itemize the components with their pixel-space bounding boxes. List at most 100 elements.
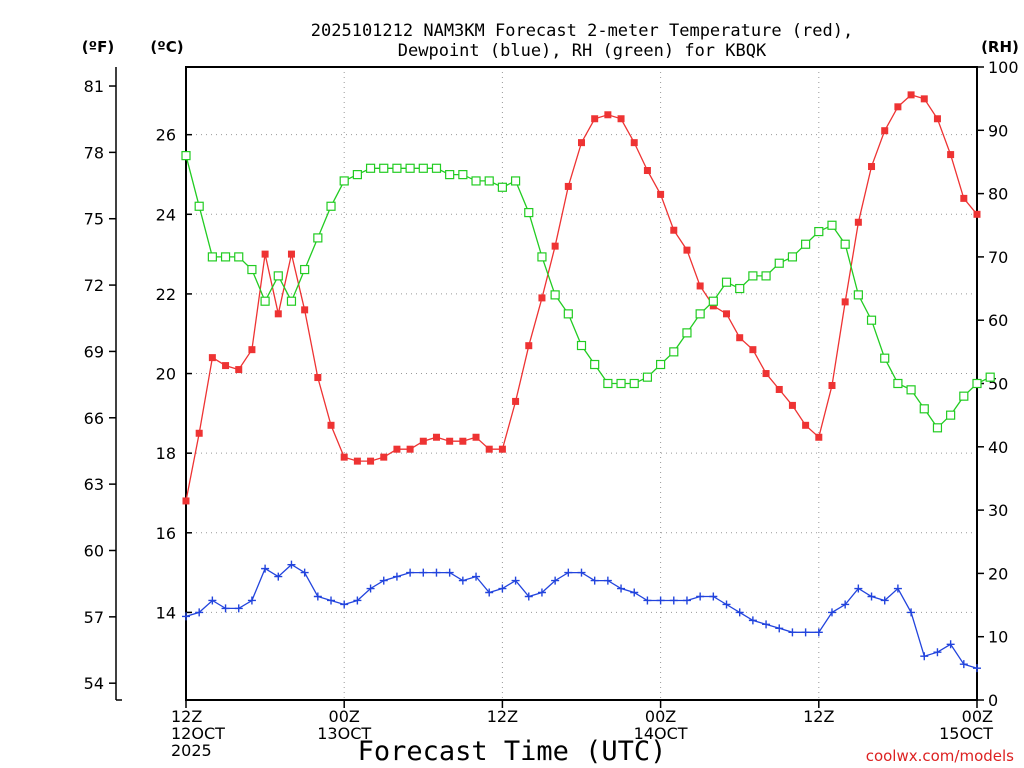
rh-point <box>563 309 573 319</box>
rh-point <box>207 252 217 262</box>
dewpoint-point <box>959 660 968 669</box>
temperature-point <box>327 421 335 429</box>
temperature-point <box>274 310 282 318</box>
dewpoint-point <box>182 612 190 621</box>
temperature-point <box>472 433 480 441</box>
temperature-point <box>657 190 665 198</box>
rh-point <box>801 239 811 249</box>
dewpoint-point <box>287 560 296 569</box>
temperature-point <box>881 127 889 135</box>
time-tick-label: 13OCT <box>317 724 371 743</box>
rh-point <box>234 252 244 262</box>
temperature-point <box>182 497 190 505</box>
rh-point <box>365 163 376 173</box>
celsius-tick-label: 18 <box>156 444 176 463</box>
temperature-point <box>696 282 704 290</box>
rh-tick-label: 0 <box>988 691 998 710</box>
temperature-point <box>446 437 454 445</box>
temperature-point <box>301 306 309 314</box>
title-line-1: 2025101212 NAM3KM Forecast 2-meter Tempe… <box>311 21 853 41</box>
celsius-tick-label: 26 <box>156 126 176 145</box>
temperature-point <box>393 445 401 453</box>
temperature-point <box>314 374 322 382</box>
dewpoint-point <box>274 572 283 581</box>
temperature-point <box>762 370 770 378</box>
time-tick-label: 15OCT <box>939 724 993 743</box>
celsius-tick-label: 20 <box>156 365 176 384</box>
temperature-point <box>419 437 427 445</box>
temperature-point <box>920 95 928 103</box>
rh-point <box>721 277 732 287</box>
temperature-point <box>775 385 783 393</box>
rh-point <box>484 176 494 186</box>
rh-point <box>379 163 389 173</box>
dewpoint-point <box>551 576 560 585</box>
rh-point <box>524 207 534 218</box>
dewpoint-point <box>933 648 942 657</box>
dewpoint-point <box>893 584 902 593</box>
dewpoint-point <box>485 588 494 597</box>
rh-point <box>827 220 837 230</box>
dewpoint-line <box>185 563 978 669</box>
rh-point <box>906 385 916 395</box>
dewpoint-point <box>735 608 744 617</box>
dewpoint-point <box>920 652 929 661</box>
time-tick-label: 00Z <box>962 707 993 726</box>
rh-point <box>458 170 468 180</box>
x-axis-title: Forecast Time (UTC) <box>358 736 667 767</box>
dewpoint-point <box>353 596 362 605</box>
temperature-point <box>591 115 599 123</box>
fahrenheit-unit-label: (ºF) <box>82 38 114 56</box>
rh-point <box>352 170 362 180</box>
temperature-point <box>868 163 876 171</box>
rh-point <box>787 252 798 262</box>
rh-tick-label: 80 <box>988 185 1008 204</box>
temperature-point <box>802 421 810 429</box>
dewpoint-point <box>261 564 270 573</box>
temperature-point <box>683 246 691 254</box>
rh-point <box>286 296 297 306</box>
fahrenheit-tick-label: 69 <box>84 342 104 361</box>
rh-point <box>405 163 415 173</box>
temperature-point <box>406 445 414 453</box>
temperature-point <box>459 437 467 445</box>
rh-point <box>972 378 982 389</box>
dewpoint-point <box>617 584 626 593</box>
temperature-point <box>933 115 941 123</box>
rh-point <box>708 296 718 306</box>
dewpoint-point <box>946 640 955 649</box>
dewpoint-point <box>537 588 546 597</box>
fahrenheit-tick-label: 60 <box>84 541 104 560</box>
temperature-point <box>854 218 862 226</box>
dewpoint-point <box>722 600 731 609</box>
temperature-point <box>353 457 361 465</box>
temperature-point <box>907 91 915 99</box>
dewpoint-point <box>762 620 771 629</box>
temperature-point <box>643 167 651 175</box>
temperature-point <box>287 250 295 258</box>
dewpoint-point <box>458 576 467 585</box>
rh-point <box>866 315 877 325</box>
dewpoint-point <box>880 596 889 605</box>
dewpoint-point <box>669 596 678 605</box>
dewpoint-point <box>590 576 599 585</box>
dewpoint-point <box>379 576 388 585</box>
rh-point <box>735 283 745 294</box>
fahrenheit-tick-label: 75 <box>84 210 104 229</box>
dewpoint-point <box>432 568 441 577</box>
temperature-point <box>749 346 757 354</box>
dewpoint-point <box>524 592 533 601</box>
fahrenheit-tick-label: 78 <box>84 143 104 162</box>
celsius-tick-label: 14 <box>156 603 176 622</box>
temperature-point <box>578 139 585 147</box>
dewpoint-point <box>682 596 691 605</box>
temperature-point <box>709 302 717 310</box>
rh-point <box>247 264 257 275</box>
time-tick-label: 14OCT <box>634 724 688 743</box>
celsius-tick-label: 24 <box>156 205 176 224</box>
dewpoint-point <box>392 572 401 581</box>
rh-point <box>629 378 639 389</box>
rh-point <box>880 353 890 363</box>
temperature-point <box>367 457 375 465</box>
